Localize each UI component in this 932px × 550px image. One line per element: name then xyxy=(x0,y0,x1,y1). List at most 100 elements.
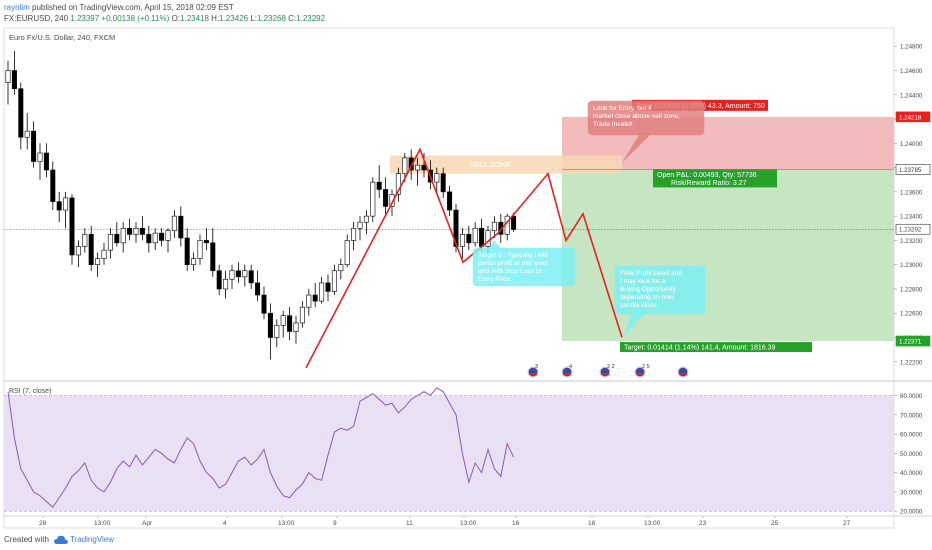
candle-bull xyxy=(319,282,325,302)
candle-bull xyxy=(197,240,203,259)
price-tick-label: 1.23400 xyxy=(900,214,923,221)
price-tag-label-stop: 1.24218 xyxy=(899,114,922,121)
candle-bull xyxy=(95,258,101,265)
candle-bull xyxy=(24,130,30,138)
time-tick-label: 11 xyxy=(406,520,413,527)
candle-bull xyxy=(274,325,280,338)
note-entry-line: market close above sell zone, xyxy=(593,113,680,120)
candle-bull xyxy=(75,246,81,256)
low-label: L: xyxy=(250,14,257,23)
candle-bull xyxy=(191,258,197,265)
candle-bear xyxy=(88,234,94,265)
note-final-box xyxy=(614,265,706,315)
chart-header: raynlim published on TradingView.com, Ap… xyxy=(0,0,932,28)
candle-bull xyxy=(344,240,350,265)
candle-bull xyxy=(223,278,229,290)
candle-bear xyxy=(325,282,331,292)
rsi-tick-label: 20.0000 xyxy=(900,509,923,516)
candle-bear xyxy=(479,227,485,247)
event-flag-stripe xyxy=(636,373,644,375)
candle-bear xyxy=(56,201,62,211)
candle-bull xyxy=(152,232,158,244)
close-value: 1.23292 xyxy=(296,14,326,23)
event-count: 2 5 xyxy=(642,364,650,370)
candle-bear xyxy=(31,130,37,162)
price-tick-label: 1.24400 xyxy=(900,92,923,99)
note-target-one-box xyxy=(472,247,576,287)
candle-bear xyxy=(447,191,453,211)
price-tag-label-entry: 1.23785 xyxy=(899,167,922,174)
time-tick-label: 25 xyxy=(771,520,779,527)
event-flag-stripe xyxy=(679,373,687,375)
time-tick-label: 13:00 xyxy=(460,520,477,527)
candle-bull xyxy=(120,227,126,244)
candle-bear xyxy=(50,169,56,202)
risk-reward-label: Risk/Reward Ratio: 3.27 xyxy=(671,180,747,187)
note-final-line: Final Profit Level and xyxy=(620,270,682,277)
projection-path xyxy=(305,147,623,369)
candle-bear xyxy=(287,315,293,332)
open-pl-label: Open P&L: 0.00493, Qty: 57736 xyxy=(657,172,757,179)
rsi-tick-label: 30.0000 xyxy=(900,489,923,496)
time-tick-label: 13:00 xyxy=(644,520,661,527)
candle-bear xyxy=(11,70,17,89)
candle-bull xyxy=(363,215,369,223)
price-tick-label: 1.22200 xyxy=(900,359,923,366)
price-tick-label: 1.22800 xyxy=(900,286,923,293)
open-label: O: xyxy=(171,14,181,23)
author-link[interactable]: raynlim xyxy=(4,3,30,12)
candle-bull xyxy=(338,264,344,272)
high-value: 1.23426 xyxy=(219,14,249,23)
price-tick-label: 1.24000 xyxy=(900,141,923,148)
time-tick-label: 28 xyxy=(39,520,47,527)
publish-line: raynlim published on TradingView.com, Ap… xyxy=(4,2,234,13)
high-label: H: xyxy=(211,14,220,23)
candle-bull xyxy=(306,294,312,308)
time-tick-label: 9 xyxy=(333,520,337,527)
note-entry-line: Look for Entry, but if xyxy=(593,105,652,112)
rsi-tick-label: 60.0000 xyxy=(900,432,923,439)
candle-bear xyxy=(216,270,222,290)
candle-bear xyxy=(146,234,152,244)
candle-bear xyxy=(43,152,49,171)
event-flag-icon[interactable] xyxy=(677,366,689,378)
candle-bull xyxy=(472,227,478,244)
candle-bull xyxy=(485,230,491,247)
price-tick-label: 1.23000 xyxy=(900,262,923,269)
time-tick-label: 16 xyxy=(512,520,520,527)
time-tick-label: 27 xyxy=(843,520,851,527)
low-value: 1.23268 xyxy=(257,14,286,23)
note-entry-line: Trade Invalid! xyxy=(593,121,633,128)
candle-bear xyxy=(159,232,165,241)
candle-bull xyxy=(357,221,363,229)
note-entry-box xyxy=(587,100,705,136)
event-flag-stripe xyxy=(601,373,609,375)
candle-bear xyxy=(312,294,318,302)
price-tick-label: 1.23600 xyxy=(900,189,923,196)
candle-bear xyxy=(210,242,216,272)
price-tag-stop xyxy=(895,111,931,123)
target-zone xyxy=(562,169,894,342)
rsi-tick-label: 70.0000 xyxy=(900,412,923,419)
event-flag-stripe xyxy=(529,373,537,375)
created-with-label: Created with xyxy=(4,535,49,544)
candle-bear xyxy=(248,270,254,284)
note-target-one-line: and shift Stop Loss to xyxy=(478,268,542,275)
candle-bear xyxy=(453,209,459,247)
price-tick-label: 1.24600 xyxy=(900,68,923,75)
tradingview-cloud-icon xyxy=(54,535,68,544)
price-tick-label: 1.24800 xyxy=(900,44,923,51)
tradingview-brand[interactable]: TradingView xyxy=(70,535,115,544)
close-label: C: xyxy=(288,14,297,23)
candle-bull xyxy=(242,270,248,278)
candle-bear xyxy=(114,234,120,244)
note-final-line: Buying Opportunity xyxy=(620,286,677,293)
note-final-tail xyxy=(624,312,646,336)
candle-bull xyxy=(5,70,11,83)
candle-bear xyxy=(18,88,24,138)
candle-bull xyxy=(299,306,305,324)
candle-bull xyxy=(82,234,88,247)
candle-bear xyxy=(511,215,517,230)
chart-canvas[interactable]: 1.248001.246001.244001.242001.240001.238… xyxy=(0,0,932,530)
candle-bear xyxy=(203,240,209,244)
